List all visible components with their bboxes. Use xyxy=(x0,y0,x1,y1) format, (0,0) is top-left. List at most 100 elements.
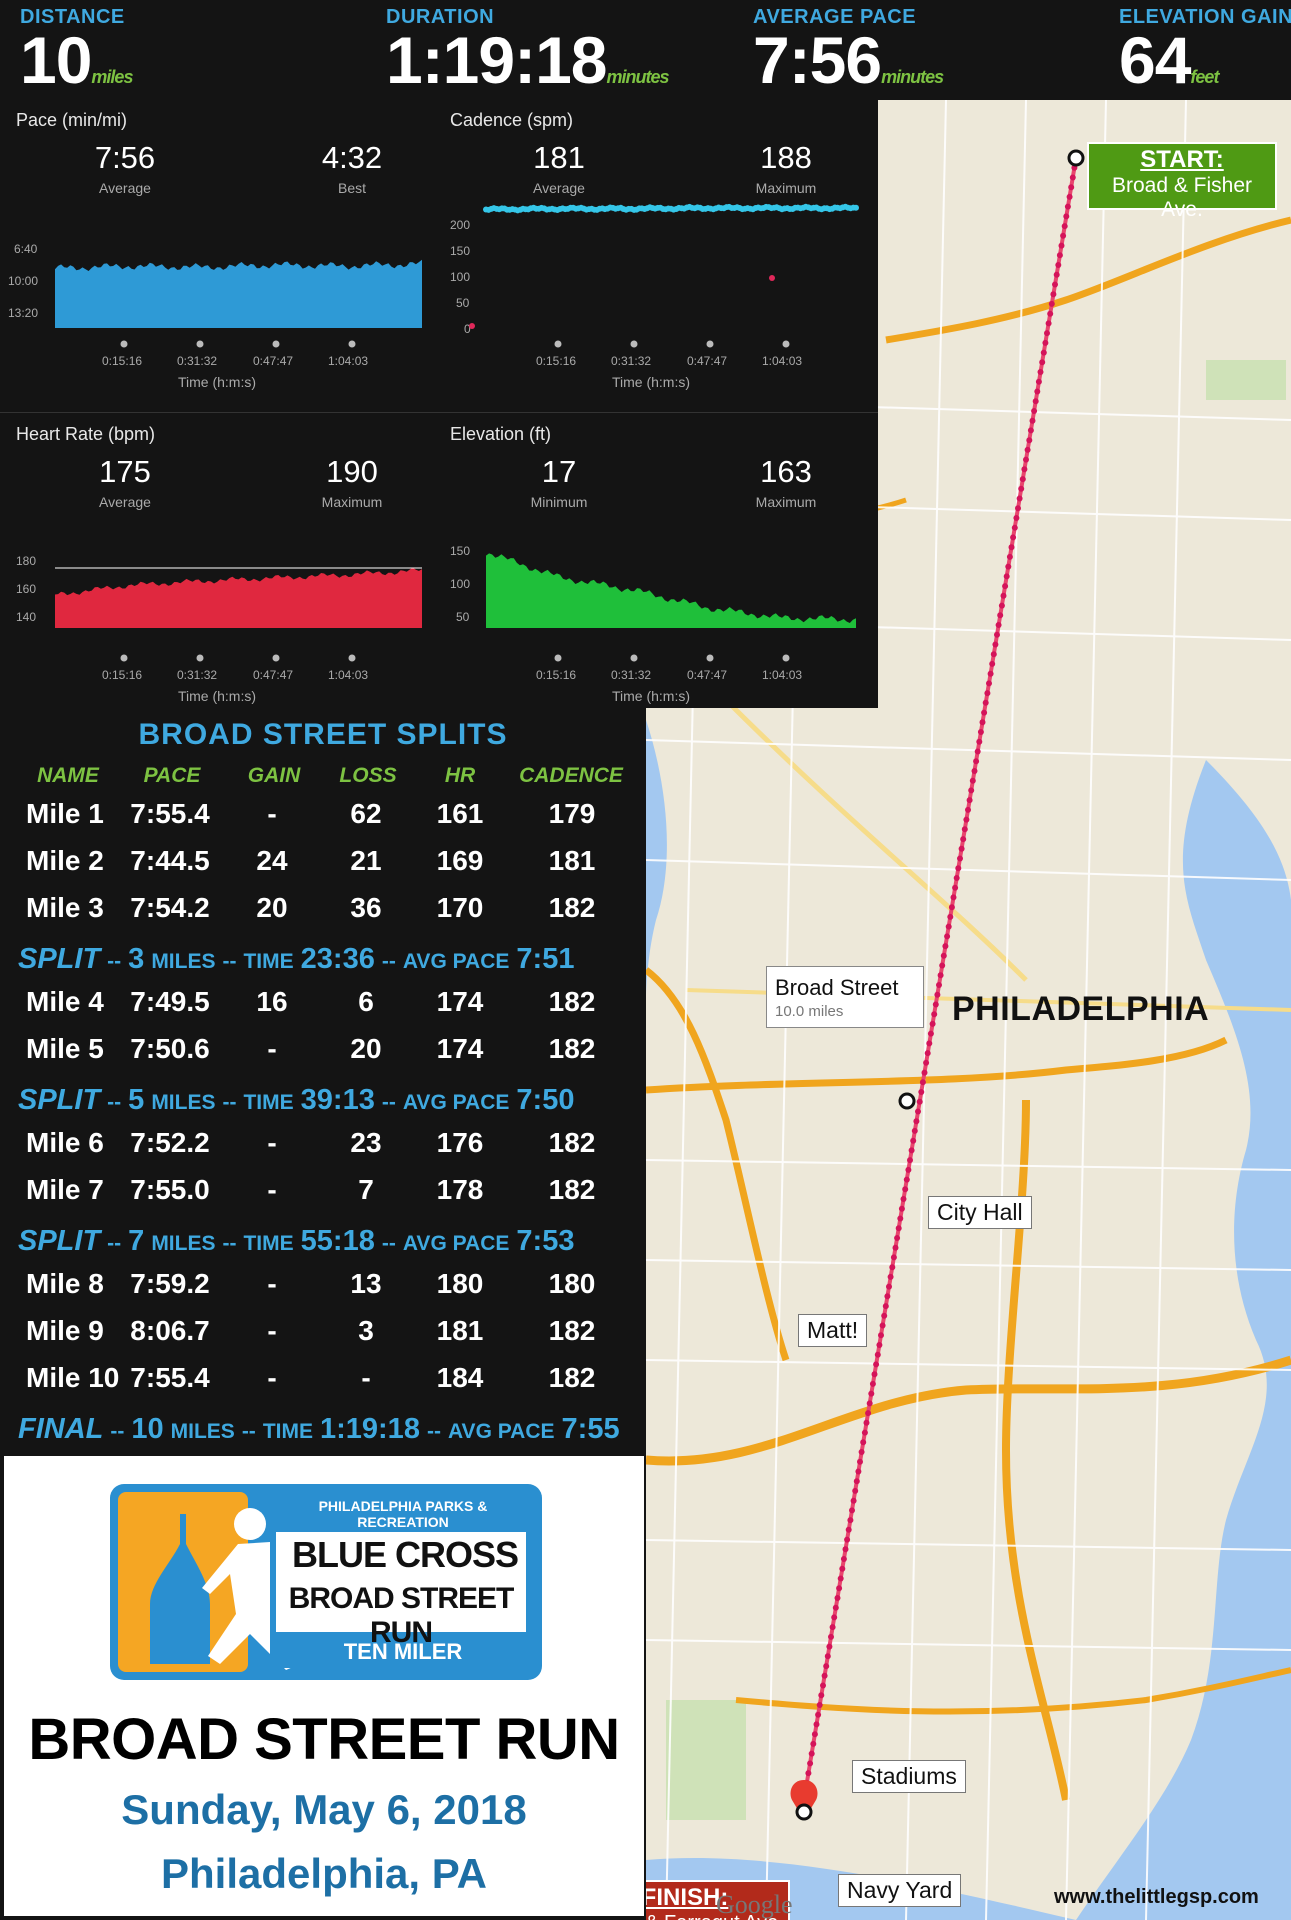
route-point xyxy=(858,1449,865,1455)
cadence-average-label: Average xyxy=(533,180,585,196)
route-point xyxy=(992,641,999,648)
elevation-xtick-2: 0:31:32 xyxy=(611,668,652,682)
route-point xyxy=(824,1653,831,1660)
heart-ytick-1: 180 xyxy=(16,554,37,568)
route-point xyxy=(853,1478,860,1485)
summary-miles-word: MILES xyxy=(151,1232,216,1255)
route-point xyxy=(1027,427,1034,434)
route-point xyxy=(1056,252,1063,259)
route-point xyxy=(1034,388,1041,395)
split-cadence: 182 xyxy=(548,986,596,1017)
stat-distance-value: 10miles xyxy=(20,23,133,97)
logo-line3: BROAD STREET RUN xyxy=(288,1582,515,1649)
split-name: Mile 6 xyxy=(26,1127,104,1158)
split-summary-row: SPLIT -- 5 MILES -- TIME 39:13 -- AVG PACE 7:50 xyxy=(18,1084,646,1131)
elevation-xlabel: Time (h:m:s) xyxy=(611,688,691,704)
route-point xyxy=(945,923,952,930)
cadence-chart xyxy=(469,203,859,348)
route-point xyxy=(1058,242,1065,249)
cadence-max-label: Maximum xyxy=(755,180,817,196)
cadence-outlier xyxy=(769,275,775,281)
split-gain: - xyxy=(267,1033,277,1064)
split-hr: 184 xyxy=(436,1362,484,1393)
split-name: Mile 7 xyxy=(26,1174,104,1205)
route-point xyxy=(836,1585,843,1592)
route-point xyxy=(921,1069,928,1076)
route-point xyxy=(871,1371,878,1378)
table-row: Mile 7 7:55.0 - 7 178 182 xyxy=(0,1174,646,1221)
route-point xyxy=(990,651,997,658)
route-point xyxy=(1061,223,1068,230)
split-pace: 8:06.7 xyxy=(130,1315,210,1346)
chart-divider xyxy=(0,412,878,413)
route-point xyxy=(973,758,980,765)
route-point xyxy=(987,670,994,677)
route-point xyxy=(903,1176,910,1183)
split-pace: 7:55.4 xyxy=(130,798,210,829)
split-loss: - xyxy=(361,1362,371,1393)
table-row: Mile 1 7:55.4 - 62 161 179 xyxy=(0,798,646,845)
summary-avg-word: AVG PACE xyxy=(447,1420,555,1443)
route-point xyxy=(1039,359,1046,366)
heart-panel: Heart Rate (bpm) 175 Average 190 Maximum… xyxy=(0,414,434,718)
route-point xyxy=(1011,524,1018,531)
route-point xyxy=(926,1040,933,1047)
highway-76 xyxy=(646,1355,1291,1466)
route-info-box[interactable]: Broad Street 10.0 miles xyxy=(766,966,924,1028)
route-dots xyxy=(800,164,1078,1806)
header-gain: GAIN xyxy=(247,764,301,787)
summary-time: 1:19:18 xyxy=(319,1413,420,1445)
route-point xyxy=(1021,466,1028,473)
route-point xyxy=(1066,193,1073,200)
split-gain: - xyxy=(267,1315,277,1346)
route-point xyxy=(982,699,989,706)
split-hr: 161 xyxy=(436,798,484,829)
pace-ytick-1: 6:40 xyxy=(14,242,38,256)
split-loss: 20 xyxy=(350,1033,382,1064)
route-point xyxy=(1006,553,1013,560)
route-point xyxy=(863,1419,870,1426)
elevation-min-label: Minimum xyxy=(530,494,588,510)
heart-ytick-3: 140 xyxy=(16,610,37,624)
route-point xyxy=(1005,563,1012,570)
route-point xyxy=(831,1614,838,1621)
summary-dash: -- xyxy=(107,950,122,973)
route-point xyxy=(842,1546,849,1553)
split-name: Mile 1 xyxy=(26,798,104,829)
summary-pace: 7:53 xyxy=(516,1225,575,1257)
website-credit[interactable]: www.thelittlegsp.com xyxy=(1054,1886,1259,1908)
route-point xyxy=(895,1225,902,1232)
split-name: Mile 2 xyxy=(26,845,104,876)
cadence-xtick-dot xyxy=(630,340,638,348)
cadence-xtick-2: 0:31:32 xyxy=(611,354,652,368)
split-hr: 181 xyxy=(436,1315,484,1346)
summary-miles-word: MILES xyxy=(151,1091,216,1114)
summary-lead: SPLIT xyxy=(18,943,101,975)
summary-time-word: TIME xyxy=(243,1232,294,1255)
route-point xyxy=(997,612,1004,619)
split-loss: 6 xyxy=(358,986,374,1017)
route-point xyxy=(937,972,944,979)
heart-ytick-2: 160 xyxy=(16,582,37,596)
route-point xyxy=(878,1332,884,1339)
callout-city-hall: City Hall xyxy=(928,1196,1032,1229)
route-point xyxy=(826,1643,833,1650)
route-point xyxy=(911,1127,918,1134)
finish-subtitle: Broad & Farragut Ave. xyxy=(646,1912,788,1920)
summary-dash: -- xyxy=(107,1232,122,1255)
summary-dash: -- xyxy=(107,1091,122,1114)
finish-label: FINISH: Broad & Farragut Ave. xyxy=(646,1880,790,1920)
cadence-xtick-dot xyxy=(782,340,790,348)
highway-676 xyxy=(646,1036,1228,1094)
river-delaware xyxy=(1076,760,1291,1920)
summary-dash: -- xyxy=(426,1420,441,1443)
split-name: Mile 3 xyxy=(26,892,104,923)
pace-xlabel: Time (h:m:s) xyxy=(177,374,257,390)
route-point xyxy=(1013,515,1020,521)
stats-bar: DISTANCE 10miles DURATION 1:19:18minutes… xyxy=(0,0,1291,100)
header-name: NAME xyxy=(37,764,99,787)
pace-chart xyxy=(55,259,422,348)
route-point xyxy=(974,748,981,755)
summary-miles-word: MILES xyxy=(170,1420,235,1443)
cadence-xtick-dot xyxy=(554,340,562,348)
